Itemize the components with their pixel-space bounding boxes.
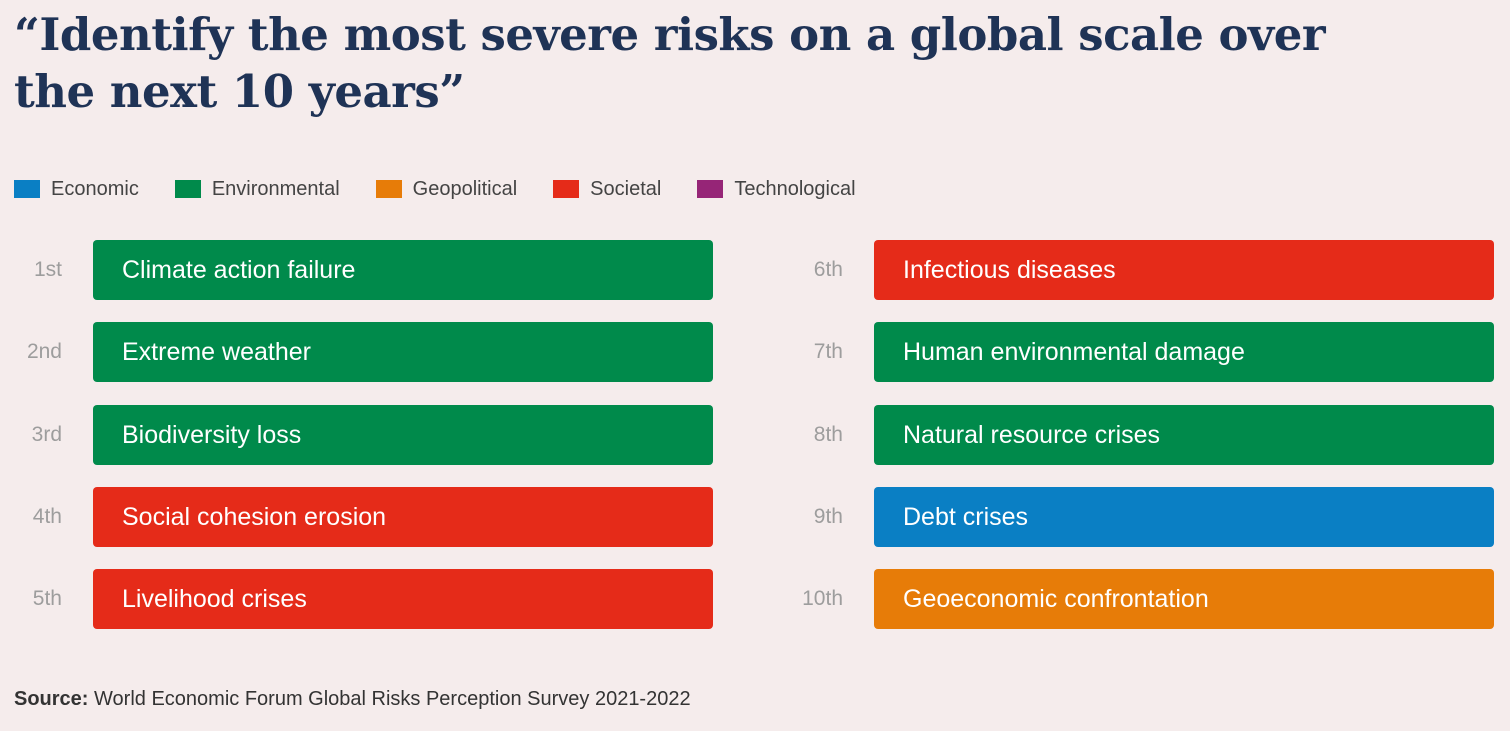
legend-swatch xyxy=(697,180,724,198)
source-text: World Economic Forum Global Risks Percep… xyxy=(88,688,691,710)
rank-label: 10th xyxy=(802,587,843,611)
risk-bar: Social cohesion erosion xyxy=(93,486,713,547)
rank-label: 3rd xyxy=(31,422,62,446)
rank-label: 1st xyxy=(33,258,62,281)
legend-label: Geopolitical xyxy=(412,177,518,200)
rank-label: 6th xyxy=(813,258,843,281)
rank-label: 2nd xyxy=(26,340,62,364)
rank-label: 9th xyxy=(813,504,843,528)
risk-bar: Extreme weather xyxy=(93,322,713,383)
legend-swatch xyxy=(375,180,402,198)
legend-label: Technological xyxy=(734,177,856,200)
legend-item-societal: Societal xyxy=(553,178,661,201)
risk-bar: Human environmental damage xyxy=(874,322,1494,383)
risk-bar: Geoeconomic confrontation xyxy=(874,569,1494,630)
risk-bar: Natural resource crises xyxy=(874,404,1494,465)
risk-bar: Biodiversity loss xyxy=(93,404,713,465)
risk-bar: Debt crises xyxy=(874,486,1494,547)
legend-item-environmental: Environmental xyxy=(174,177,340,201)
rank-label: 8th xyxy=(813,422,843,446)
rank-label: 5th xyxy=(32,587,62,611)
risk-bar: Livelihood crises xyxy=(93,569,713,630)
legend-item-economic: Economic xyxy=(14,178,139,201)
legend-swatch xyxy=(174,180,201,198)
legend-label: Environmental xyxy=(211,177,340,200)
rank-label: 7th xyxy=(813,340,843,364)
source-note: Source: World Economic Forum Global Risk… xyxy=(14,688,691,711)
chart-title: “Identify the most severe risks on a glo… xyxy=(14,8,1326,118)
legend: Economic Environmental Geopolitical Societa… xyxy=(14,176,892,202)
rank-label: 4th xyxy=(32,504,62,528)
risk-bar: Infectious diseases xyxy=(874,240,1494,300)
legend-swatch xyxy=(553,180,580,198)
legend-item-geopolitical: Geopolitical xyxy=(375,177,518,201)
legend-label: Economic xyxy=(51,177,139,200)
risk-bar: Climate action failure xyxy=(93,240,713,300)
legend-item-technological: Technological xyxy=(697,177,856,201)
legend-swatch xyxy=(14,180,40,198)
legend-label: Societal xyxy=(590,177,662,200)
source-label: Source: xyxy=(14,688,89,710)
